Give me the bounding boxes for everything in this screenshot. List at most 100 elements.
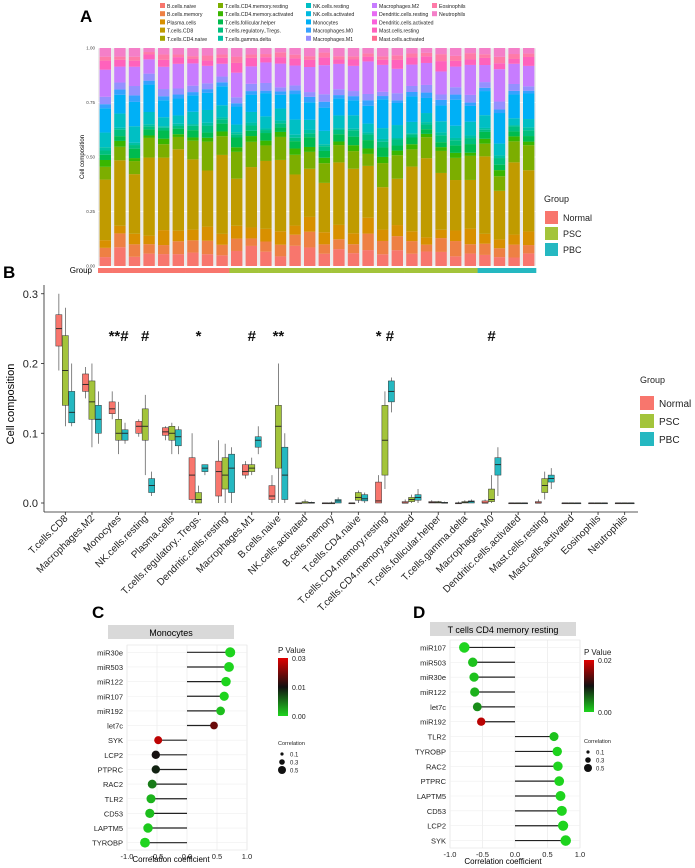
a-bar-segment	[274, 48, 287, 53]
a-bar-segment	[128, 66, 141, 87]
a-bar-segment	[231, 178, 243, 226]
a-bar-segment	[99, 179, 111, 241]
a-bar-segment	[406, 133, 418, 135]
a-bar-segment	[450, 99, 462, 126]
a-bar-segment	[128, 86, 141, 96]
legend-label-18: Mast.cells.resting	[379, 29, 419, 35]
a-bar-segment	[245, 136, 257, 142]
a-bar-segment	[333, 239, 345, 250]
a-bar-segment	[274, 131, 287, 137]
a-bar-segment	[493, 170, 506, 177]
a-bar-segment	[274, 57, 287, 64]
a-bar-segment	[362, 153, 374, 166]
a-bar-segment	[245, 83, 257, 92]
a-bar-segment	[362, 56, 374, 62]
a-bar-segment	[377, 99, 389, 129]
a-bar-segment	[508, 125, 520, 127]
a-bar-segment	[464, 138, 476, 145]
a-bar-segment	[245, 122, 257, 126]
a-bar-segment	[435, 147, 447, 151]
a-bar-segment	[464, 94, 476, 103]
lolli-dot	[140, 837, 150, 848]
a-bar-segment	[274, 87, 287, 92]
legend-label-4: T.cells.CD4.naive	[167, 37, 207, 43]
a-bar-segment	[231, 137, 243, 148]
a-group-cell	[258, 268, 274, 273]
a-bar-segment	[420, 92, 433, 98]
lolli-gene-label: TLR2	[428, 733, 446, 742]
a-bar-segment	[508, 48, 520, 55]
a-bar-segment	[420, 244, 433, 252]
a-bar-segment	[523, 170, 535, 232]
a-bar-segment	[406, 91, 418, 97]
legend-label-15: Macrophages.M2	[379, 4, 419, 10]
legend-label-11: NK.cells.activated	[313, 12, 354, 18]
a-bar-segment	[304, 247, 316, 266]
a-bar-segment	[245, 54, 257, 58]
a-group-legend-swatch	[545, 211, 558, 224]
legend-label-5: T.cells.CD4.memory.resting	[225, 4, 288, 10]
a-bar-segment	[201, 132, 214, 138]
a-bar-segment	[406, 64, 418, 86]
a-bar-segment	[143, 111, 155, 125]
lolli-gene-label: miR192	[420, 718, 446, 727]
a-bar-segment	[435, 150, 447, 173]
a-bar-segment	[464, 121, 476, 136]
legend-swatch-4	[160, 35, 165, 41]
a-bar-segment	[523, 231, 535, 246]
a-bar-segment	[304, 96, 316, 103]
a-bar-segment	[391, 250, 403, 266]
a-bar-segment	[201, 92, 214, 110]
a-y-tick-label: 0.00	[86, 264, 95, 269]
a-bar-segment	[216, 117, 228, 120]
a-bar-segment	[479, 156, 491, 234]
a-group-cell	[287, 268, 303, 273]
b-box	[108, 401, 116, 414]
a-bar-segment	[99, 96, 111, 105]
a-bar-segment	[435, 172, 447, 230]
a-bar-segment	[304, 151, 316, 169]
a-bar-segment	[435, 135, 447, 143]
a-bar-segment	[493, 257, 506, 266]
a-bar-segment	[187, 240, 199, 253]
a-bar-segment	[187, 125, 199, 131]
lolli-x-tick-label: -1.0	[121, 852, 134, 861]
a-bar-segment	[172, 128, 184, 135]
a-bar-segment	[172, 123, 184, 126]
a-bar-segment	[318, 253, 330, 266]
a-bar-segment	[333, 115, 345, 129]
a-bar-segment	[523, 90, 535, 94]
a-bar-segment	[508, 141, 520, 163]
a-bar-segment	[347, 100, 360, 116]
a-bar-segment	[479, 54, 491, 58]
a-bar-segment	[245, 238, 257, 246]
a-bar-segment	[493, 164, 506, 171]
a-bar-segment	[289, 54, 301, 59]
a-bar-segment	[333, 249, 345, 266]
a-bar-segment	[464, 59, 476, 65]
a-bar-segment	[201, 240, 214, 255]
a-bar-segment	[508, 131, 520, 137]
b-box	[494, 457, 502, 476]
a-bar-segment	[508, 162, 520, 235]
a-bar-segment	[158, 66, 170, 90]
a-bar-segment	[333, 162, 345, 225]
a-bar-segment	[391, 139, 403, 146]
a-bar-segment	[406, 253, 418, 266]
legend-swatch-0	[160, 3, 165, 8]
a-bar-segment	[508, 257, 520, 266]
a-bar-segment	[420, 84, 433, 93]
a-bar-segment	[143, 129, 155, 136]
lolli-dot	[549, 732, 559, 742]
a-bar-segment	[493, 69, 506, 102]
a-bar-segment	[333, 134, 345, 142]
lolli-dot	[459, 642, 470, 653]
a-bar-segment	[187, 85, 199, 93]
a-bar-segment	[216, 131, 228, 137]
a-group-cell	[171, 268, 186, 273]
a-bar-segment	[114, 146, 126, 161]
a-bar-segment	[216, 76, 228, 83]
a-bar-segment	[158, 157, 170, 231]
a-bar-segment	[420, 158, 433, 238]
a-bar-segment	[274, 91, 287, 95]
